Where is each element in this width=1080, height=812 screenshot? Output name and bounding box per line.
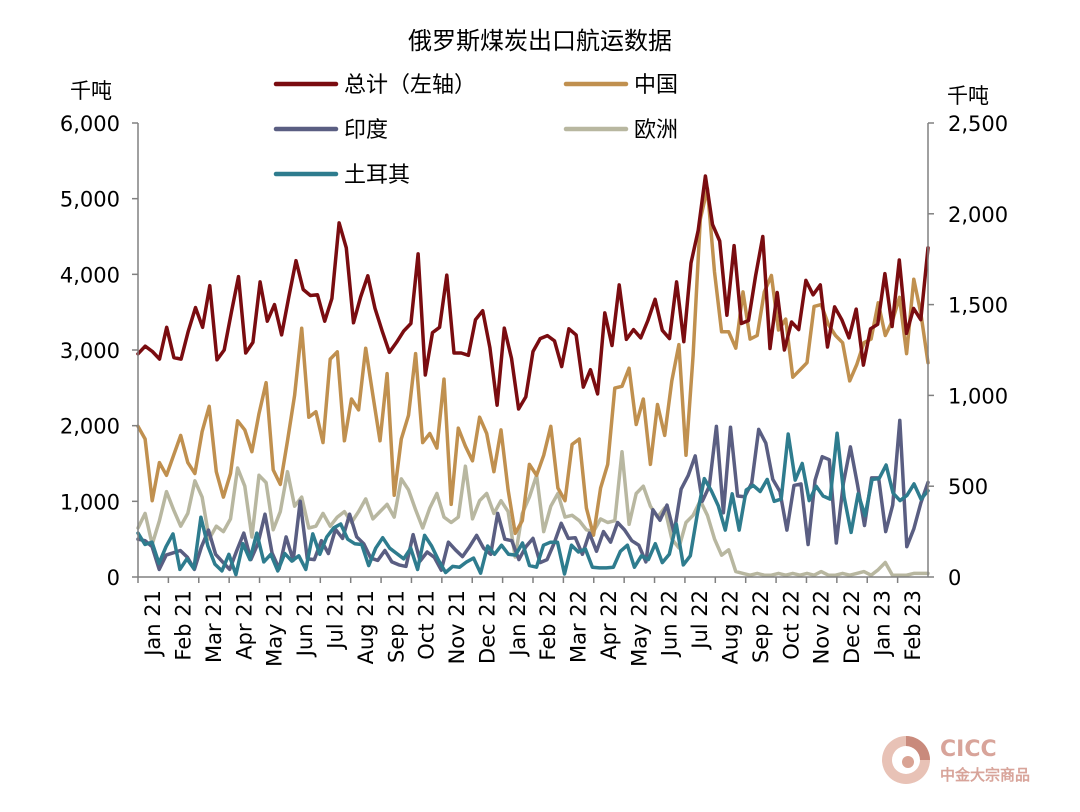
cicc-logo-mark xyxy=(882,736,930,784)
x-tick-label: Mar 21 xyxy=(202,590,226,663)
x-axis-ticks: Jan 21 Feb 21 Mar 21 Apr 21 May 21 Jun 21 Jul … xyxy=(137,577,925,667)
x-tick-label: Dec 22 xyxy=(840,590,864,664)
right-tick-label: 2,000 xyxy=(948,203,1008,227)
series-line-1 xyxy=(136,174,930,411)
left-tick-label: 2,000 xyxy=(60,415,120,439)
x-tick-label: May 22 xyxy=(627,590,651,667)
x-tick-label: Apr 22 xyxy=(597,590,621,660)
legend-label: 总计（左轴） xyxy=(344,73,476,98)
series-layer xyxy=(136,174,930,577)
watermark-line2: 中金大宗商品 xyxy=(940,766,1030,784)
x-tick-label: Nov 22 xyxy=(810,590,834,664)
x-tick-label: Jul 21 xyxy=(324,590,348,651)
legend-label: 土耳其 xyxy=(344,163,410,188)
left-axis-unit: 千吨 xyxy=(70,79,112,103)
right-tick-label: 0 xyxy=(948,566,961,590)
series-line-3 xyxy=(136,418,930,572)
left-tick-label: 3,000 xyxy=(60,339,120,363)
right-axis-unit: 千吨 xyxy=(947,84,989,108)
x-tick-label: Feb 21 xyxy=(172,590,196,661)
left-tick-label: 6,000 xyxy=(60,112,120,136)
x-tick-label: Jun 21 xyxy=(293,590,317,658)
x-tick-label: Jan 21 xyxy=(141,590,165,658)
x-tick-label: Jul 22 xyxy=(688,590,712,651)
x-tick-label: Aug 22 xyxy=(719,590,743,664)
left-tick-label: 4,000 xyxy=(60,263,120,287)
x-tick-label: Aug 21 xyxy=(354,590,378,664)
x-tick-label: Oct 22 xyxy=(779,590,803,660)
legend-label: 欧洲 xyxy=(634,118,678,143)
x-tick-label: Apr 21 xyxy=(232,590,256,660)
legend-label: 印度 xyxy=(344,118,388,143)
left-tick-label: 0 xyxy=(107,566,120,590)
x-tick-label: Sep 22 xyxy=(749,590,773,663)
cicc-logo: CICC 中金大宗商品 xyxy=(882,736,1030,784)
x-tick-label: Nov 21 xyxy=(445,590,469,664)
x-tick-label: Jan 23 xyxy=(870,590,894,658)
left-tick-label: 1,000 xyxy=(60,490,120,514)
x-tick-label: Feb 23 xyxy=(901,590,925,661)
x-tick-label: Feb 22 xyxy=(536,590,560,661)
x-tick-label: Sep 21 xyxy=(384,590,408,663)
watermark-line1: CICC xyxy=(940,737,997,762)
right-tick-label: 1,000 xyxy=(948,384,1008,408)
right-tick-label: 500 xyxy=(948,475,988,499)
x-tick-label: Mar 22 xyxy=(567,590,591,663)
x-tick-label: May 21 xyxy=(263,590,287,667)
x-tick-label: Oct 21 xyxy=(415,590,439,660)
x-tick-label: Jan 22 xyxy=(506,590,530,658)
right-axis-ticks: 0 500 1,000 1,500 2,000 2,500 xyxy=(928,112,1008,590)
left-axis-ticks: 0 1,000 2,000 3,000 4,000 5,000 6,000 xyxy=(60,112,138,590)
legend-label: 中国 xyxy=(634,73,678,98)
left-tick-label: 5,000 xyxy=(60,188,120,212)
series-line-4 xyxy=(136,449,930,577)
x-tick-label: Dec 21 xyxy=(475,590,499,664)
series-line-5 xyxy=(136,431,930,577)
right-tick-label: 2,500 xyxy=(948,112,1008,136)
right-tick-label: 1,500 xyxy=(948,294,1008,318)
chart-title: 俄罗斯煤炭出口航运数据 xyxy=(408,27,672,55)
x-tick-label: Jun 22 xyxy=(658,590,682,658)
series-line-2 xyxy=(136,186,930,537)
